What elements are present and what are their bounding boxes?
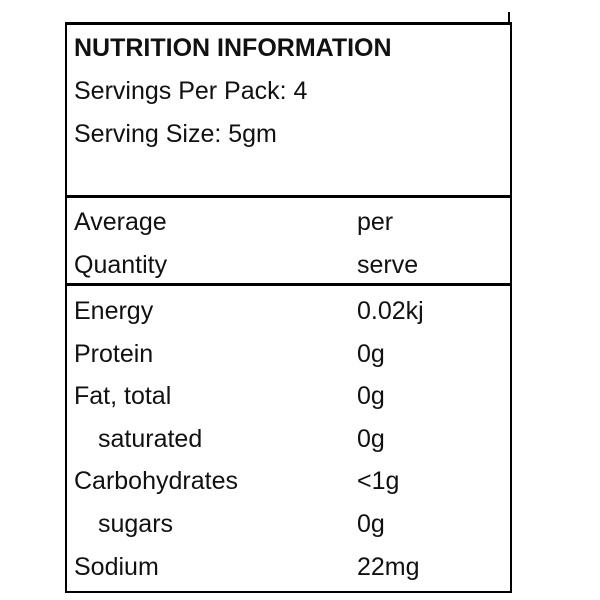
nutrient: saturated bbox=[98, 425, 203, 453]
divider bbox=[65, 283, 512, 286]
column-header: Quantity bbox=[74, 251, 168, 279]
header-line: Servings Per Pack: 4 bbox=[74, 77, 308, 105]
divider bbox=[65, 195, 512, 198]
amount: 0g bbox=[357, 425, 385, 453]
column-header: per bbox=[357, 208, 394, 236]
amount: 0g bbox=[357, 382, 385, 410]
border-tick bbox=[508, 12, 510, 24]
header-line: Serving Size: 5gm bbox=[74, 120, 277, 148]
nutrient: sugars bbox=[98, 510, 174, 538]
amount: 0g bbox=[357, 510, 385, 538]
nutrient: Protein bbox=[74, 340, 154, 368]
amount: 0g bbox=[357, 340, 385, 368]
amount: <1g bbox=[357, 467, 400, 495]
label-border bbox=[65, 22, 512, 593]
nutrient: Carbohydrates bbox=[74, 467, 238, 495]
nutrient: Fat, total bbox=[74, 382, 172, 410]
title: NUTRITION INFORMATION bbox=[74, 34, 392, 62]
nutrient: Sodium bbox=[74, 553, 159, 581]
amount: 0.02kj bbox=[357, 297, 424, 325]
amount: 22mg bbox=[357, 553, 420, 581]
nutrient: Energy bbox=[74, 297, 154, 325]
column-header: serve bbox=[357, 251, 419, 279]
column-header: Average bbox=[74, 208, 167, 236]
